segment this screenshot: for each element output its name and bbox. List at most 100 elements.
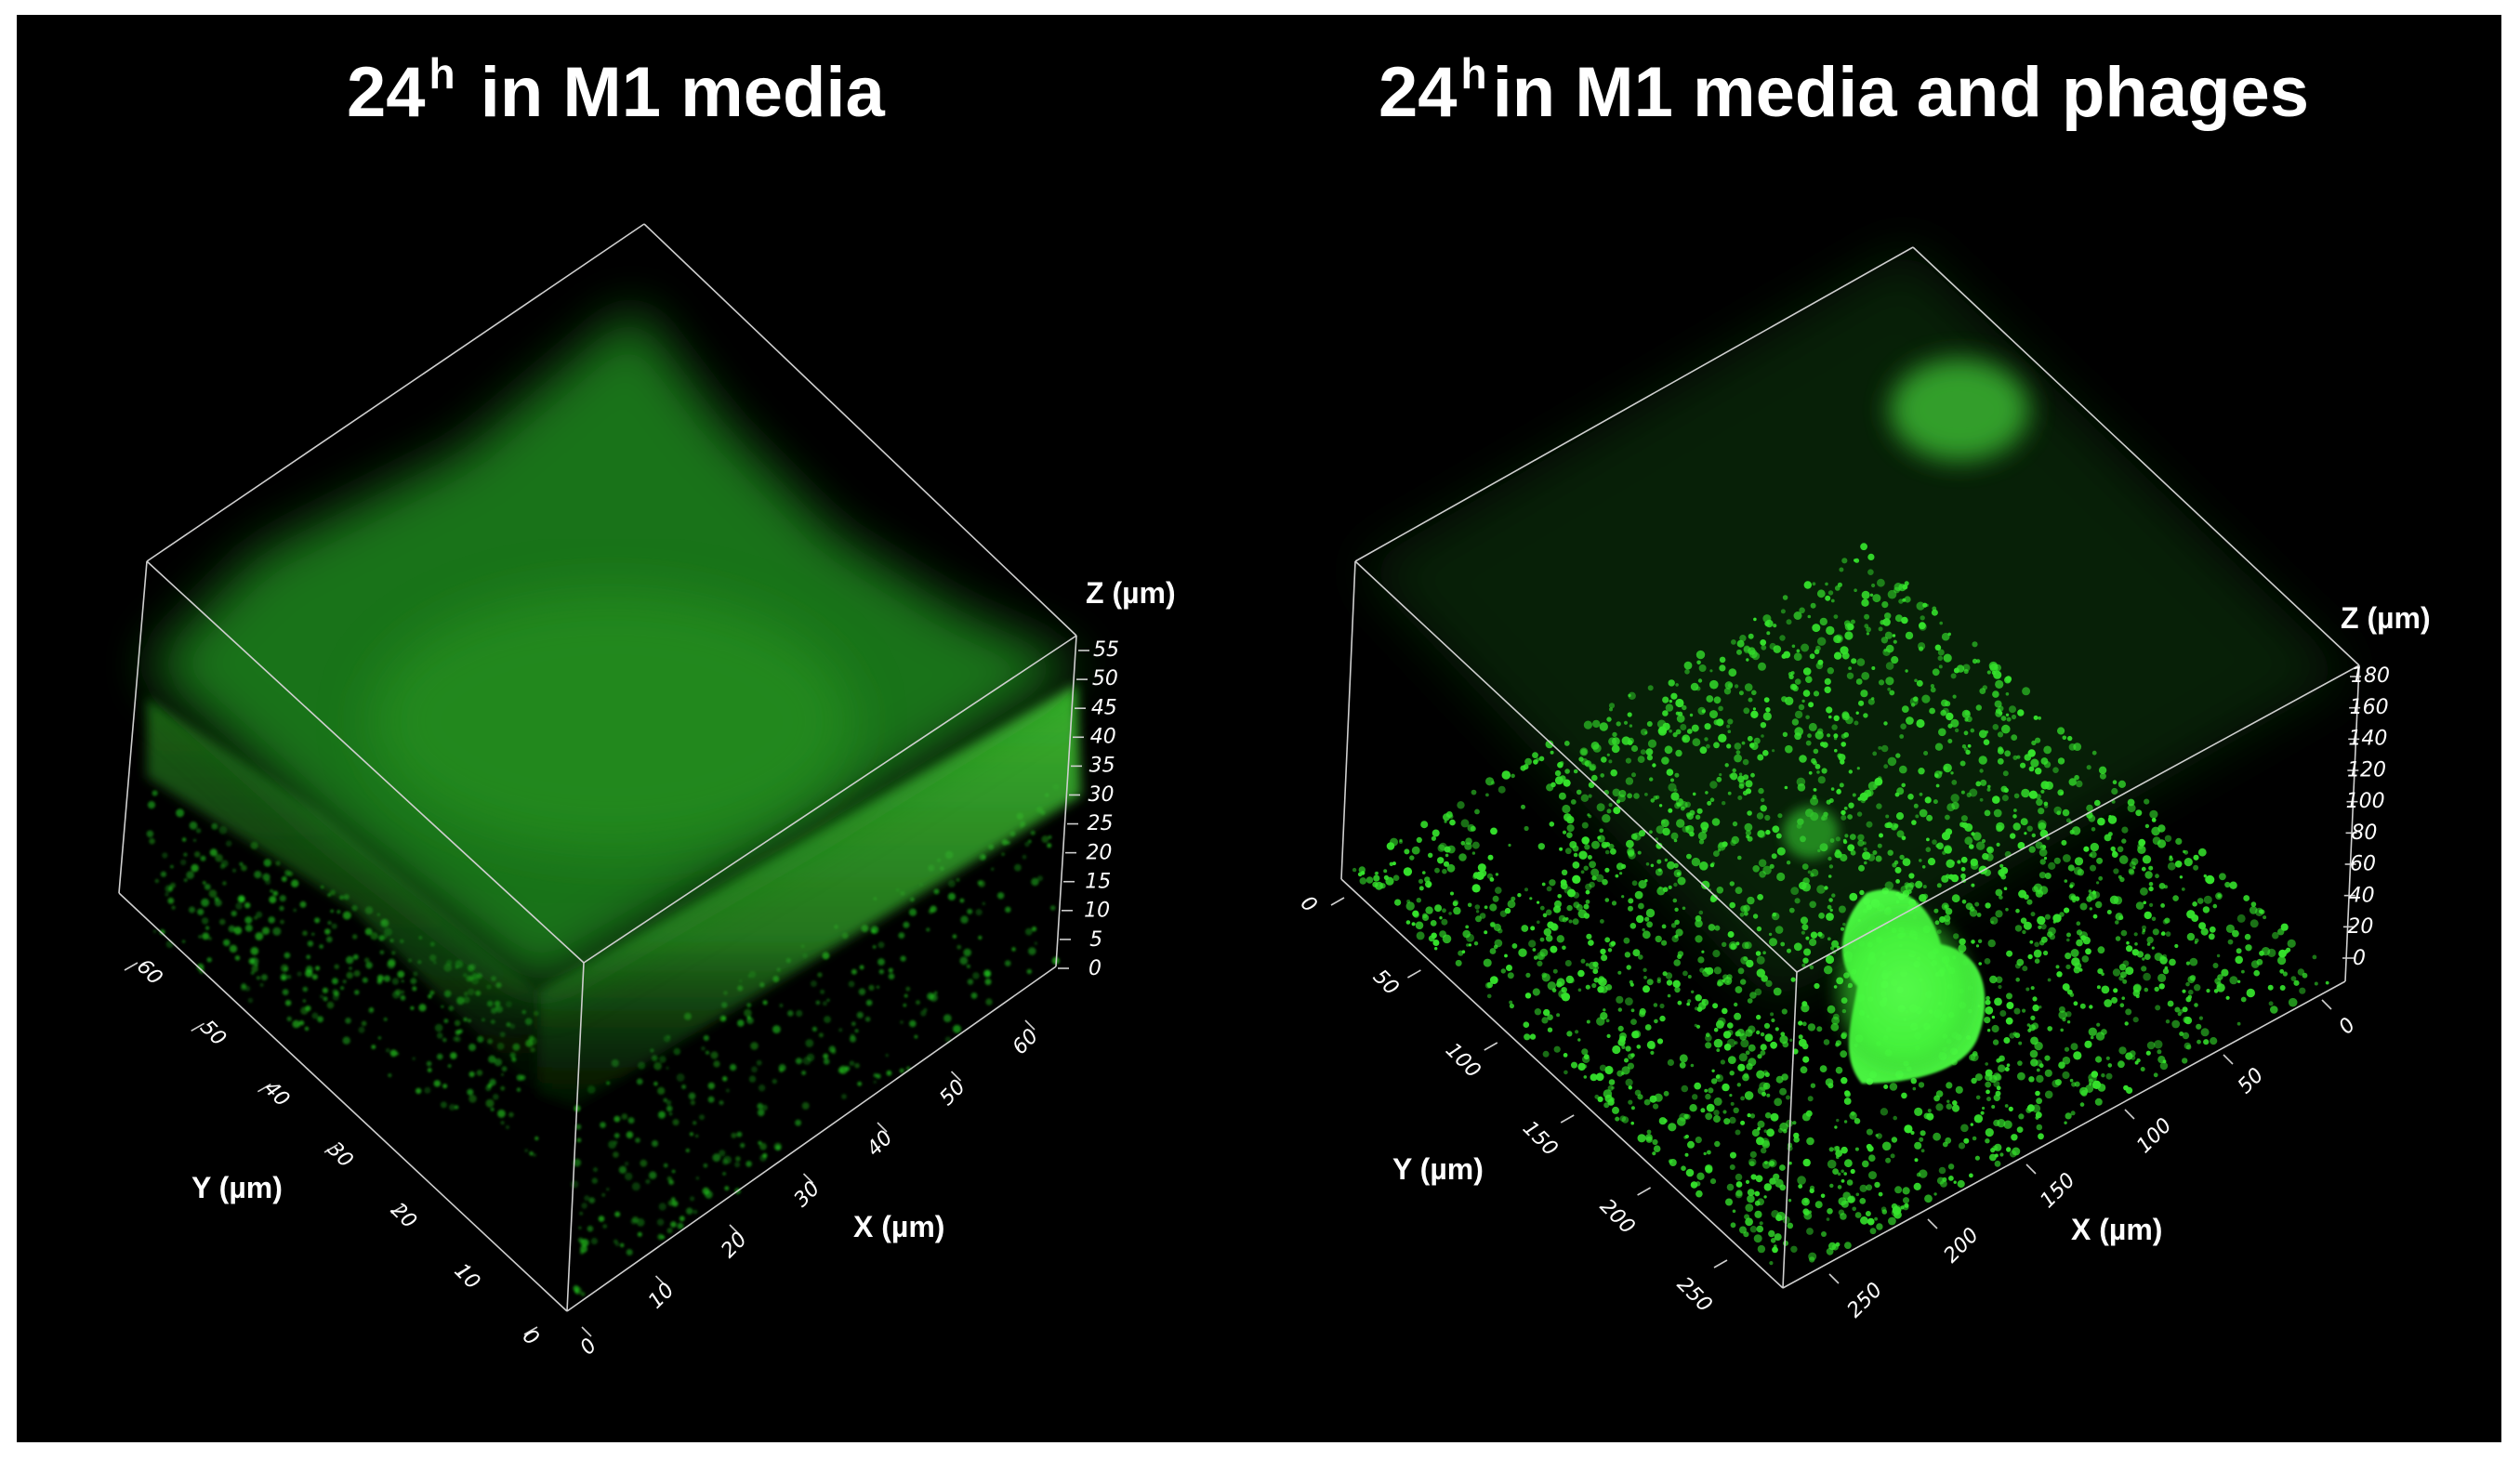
right-top-cloud <box>1890 359 2029 461</box>
z-tick-label: 15 <box>1085 870 1111 893</box>
left-x-tick-labels: 0 10 20 30 40 50 60 <box>576 1025 1044 1360</box>
tick-mark <box>581 1326 592 1337</box>
right-z-tick-labels: 180 160 140 120 100 80 60 40 20 0 <box>2346 664 2390 970</box>
right-y-axis-label: Y (µm) <box>1392 1152 1484 1186</box>
tick-mark <box>1330 897 1345 906</box>
tick-mark <box>877 1122 888 1133</box>
x-tick-label: 40 <box>863 1126 897 1161</box>
tick-mark <box>1560 1114 1575 1124</box>
z-tick-label: 0 <box>1088 957 1102 980</box>
x-tick-label: 30 <box>790 1177 825 1212</box>
right-z-axis-label: Z (µm) <box>2341 601 2431 635</box>
tick-mark <box>523 1326 538 1335</box>
left-z-axis-label: Z (µm) <box>1086 576 1176 610</box>
x-tick-label: 60 <box>1009 1025 1043 1059</box>
right-mid-cluster <box>1783 807 1839 859</box>
z-tick-label: 25 <box>1087 812 1113 835</box>
x-tick-label: 0 <box>2335 1014 2361 1040</box>
z-tick-label: 10 <box>1084 900 1110 923</box>
z-tick-label: 40 <box>2349 884 2375 907</box>
x-tick-label: 20 <box>717 1228 751 1262</box>
tick-mark <box>2025 1163 2037 1175</box>
z-tick-label: 100 <box>2346 790 2385 813</box>
x-tick-label: 250 <box>1843 1279 1887 1322</box>
left-bounding-box <box>118 223 1077 1312</box>
tick-mark <box>950 1071 962 1082</box>
z-tick-label: 80 <box>2351 822 2377 845</box>
x-tick-label: 50 <box>935 1075 970 1110</box>
right-x-axis-label: X (µm) <box>2071 1213 2162 1246</box>
z-tick-label: 5 <box>1089 928 1102 952</box>
y-tick-label: 20 <box>386 1199 420 1233</box>
tick-mark <box>1927 1218 1938 1229</box>
tick-mark <box>2321 999 2332 1010</box>
right-tick-marks <box>1330 676 2361 1284</box>
figure-frame: 55 50 45 40 35 30 25 20 15 10 5 0 60 50 40 30 20 10 0 0 10… <box>17 15 2501 1442</box>
x-tick-label: 10 <box>644 1279 679 1313</box>
y-tick-label: 40 <box>259 1077 294 1111</box>
left-title-number: 24 <box>347 53 426 132</box>
right-title-number: 24 <box>1379 53 1458 132</box>
z-tick-label: 60 <box>2350 853 2376 876</box>
z-tick-label: 40 <box>1090 726 1116 749</box>
z-tick-label: 160 <box>2350 696 2389 719</box>
left-title-text: in M1 media <box>480 53 885 132</box>
y-tick-label: 60 <box>132 955 166 990</box>
y-tick-label: 0 <box>1296 892 1322 918</box>
y-tick-label: 200 <box>1595 1195 1639 1239</box>
z-tick-label: 140 <box>2348 728 2387 751</box>
right-title-superscript: h <box>1460 49 1487 98</box>
y-tick-label: 50 <box>195 1016 230 1050</box>
z-tick-label: 120 <box>2347 758 2386 782</box>
x-tick-label: 200 <box>1940 1224 1984 1268</box>
y-tick-label: 30 <box>323 1137 357 1172</box>
z-tick-label: 30 <box>1088 783 1115 807</box>
tick-mark <box>323 1144 338 1153</box>
tick-mark <box>1637 1187 1651 1196</box>
left-tick-marks <box>124 650 1089 1337</box>
tick-mark <box>1828 1273 1840 1284</box>
tick-mark <box>1024 1019 1036 1031</box>
tick-mark <box>456 1265 471 1275</box>
tick-mark <box>2124 1109 2135 1120</box>
right-title-text: in M1 media and phages <box>1492 53 2310 132</box>
left-biofilm-highlight <box>370 591 853 851</box>
y-tick-label: 250 <box>1672 1273 1716 1317</box>
x-tick-label: 50 <box>2234 1064 2268 1098</box>
z-tick-label: 20 <box>1086 841 1112 864</box>
z-tick-label: 35 <box>1089 755 1115 778</box>
tick-mark <box>1407 969 1421 979</box>
z-tick-label: 180 <box>2351 664 2390 688</box>
tick-mark <box>729 1224 740 1235</box>
z-tick-label: 45 <box>1091 696 1117 719</box>
y-tick-label: 0 <box>518 1325 544 1351</box>
tick-mark <box>1484 1042 1498 1051</box>
y-tick-label: 150 <box>1518 1117 1562 1161</box>
z-tick-label: 55 <box>1093 638 1119 662</box>
right-volume-render: 180 160 140 120 100 80 60 40 200 0 50 100 150 200 250… <box>1296 246 2431 1322</box>
left-panel-title: 24h in M1 media <box>347 52 885 128</box>
right-panel-title: 24hin M1 media and phages <box>1379 52 2309 128</box>
left-x-axis-label: X (µm) <box>853 1210 944 1243</box>
tick-mark <box>1713 1259 1728 1268</box>
left-title-superscript: h <box>429 49 455 98</box>
left-biofilm-side-left <box>147 698 537 1093</box>
z-tick-label: 0 <box>2353 947 2366 970</box>
right-haze <box>1360 247 2350 1005</box>
y-tick-label: 50 <box>1368 966 1403 1000</box>
x-tick-label: 0 <box>576 1334 602 1360</box>
tick-mark <box>390 1204 405 1215</box>
tick-mark <box>257 1083 271 1093</box>
y-tick-label: 10 <box>450 1259 484 1294</box>
x-tick-label: 100 <box>2132 1114 2176 1158</box>
y-tick-label: 100 <box>1441 1039 1484 1083</box>
left-y-axis-label: Y (µm) <box>191 1171 283 1204</box>
z-tick-label: 50 <box>1092 667 1118 690</box>
tick-mark <box>802 1173 814 1184</box>
tick-mark <box>191 1022 205 1032</box>
tick-mark <box>2223 1054 2234 1065</box>
right-blob-glow <box>1825 902 1983 1079</box>
right-bounding-box <box>1340 246 2360 1289</box>
